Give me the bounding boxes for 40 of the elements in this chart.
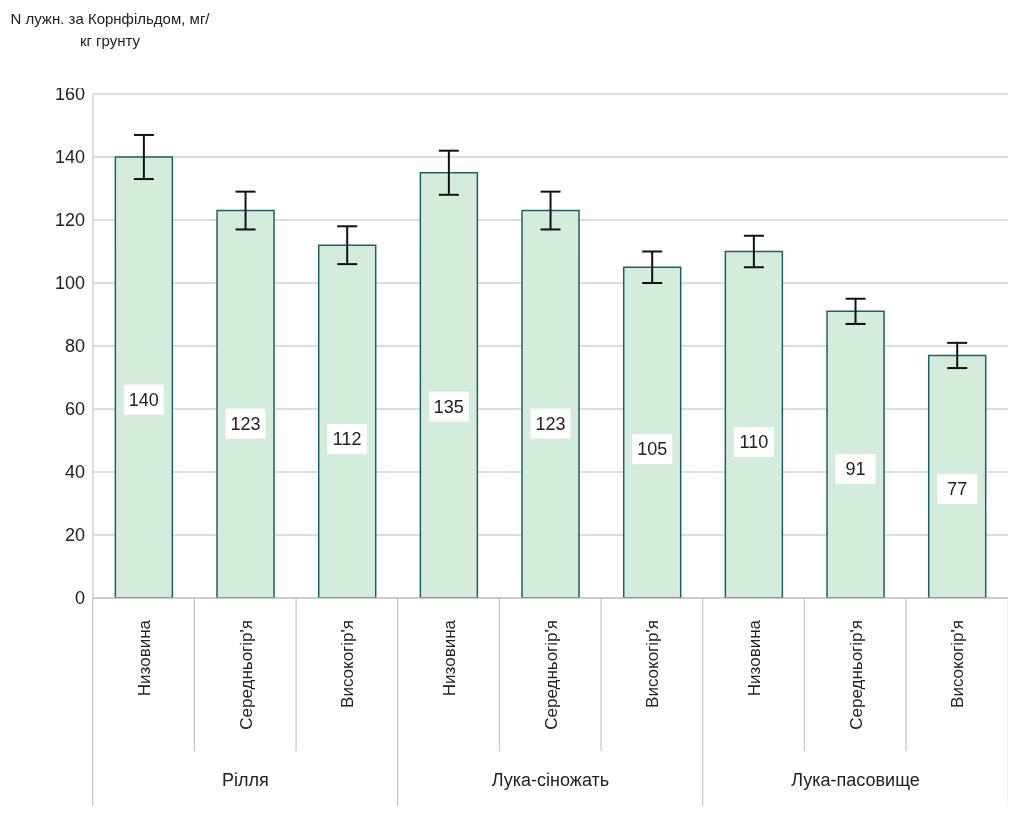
x-tick-label: Низовина — [134, 619, 154, 697]
bar — [317, 244, 377, 598]
x-tick-label: Низовина — [744, 619, 764, 697]
data-label: 123 — [535, 413, 566, 434]
data-label: 135 — [433, 396, 464, 417]
x-tick-label: Середньогір'я — [236, 620, 256, 730]
data-label: 105 — [637, 439, 668, 460]
bar — [927, 354, 987, 598]
bar — [826, 310, 885, 598]
bar — [216, 209, 275, 598]
y-tick-label: 100 — [54, 273, 85, 294]
y-tick-label: 0 — [74, 588, 85, 609]
y-tick-label: 160 — [54, 84, 85, 105]
y-tick-label: 120 — [54, 210, 85, 231]
text: Рілля — [222, 770, 269, 790]
x-tick-label: Середньогір'я — [846, 620, 866, 730]
data-label: 112 — [332, 429, 362, 450]
data-label: 123 — [230, 413, 261, 434]
bar — [114, 156, 174, 598]
data-label: 110 — [739, 432, 769, 453]
x-tick-label: Високогір'я — [643, 620, 663, 708]
bar — [521, 209, 580, 598]
y-tick-label: 40 — [64, 462, 85, 483]
x-tick-label: Низовина — [439, 619, 459, 697]
data-label: 77 — [947, 478, 968, 499]
y-tick-label: 60 — [64, 399, 85, 420]
x-tick-label: Високогір'я — [948, 620, 968, 708]
data-label: 140 — [128, 389, 159, 410]
text: Лука-пасовище — [791, 770, 920, 790]
y-axis-title: N лужн. за Корнфільдом, мг/кг грунту — [10, 9, 210, 51]
text: Лука-сіножать — [491, 770, 610, 790]
y-tick-label: 140 — [54, 147, 85, 168]
data-label: 91 — [845, 459, 866, 480]
bar — [724, 250, 784, 598]
y-tick-label: 80 — [64, 336, 85, 357]
x-tick-label: Середньогір'я — [541, 620, 561, 730]
bar — [622, 266, 682, 598]
y-tick-label: 20 — [64, 525, 85, 546]
x-tick-label: Високогір'я — [338, 620, 358, 708]
bar — [419, 172, 479, 598]
